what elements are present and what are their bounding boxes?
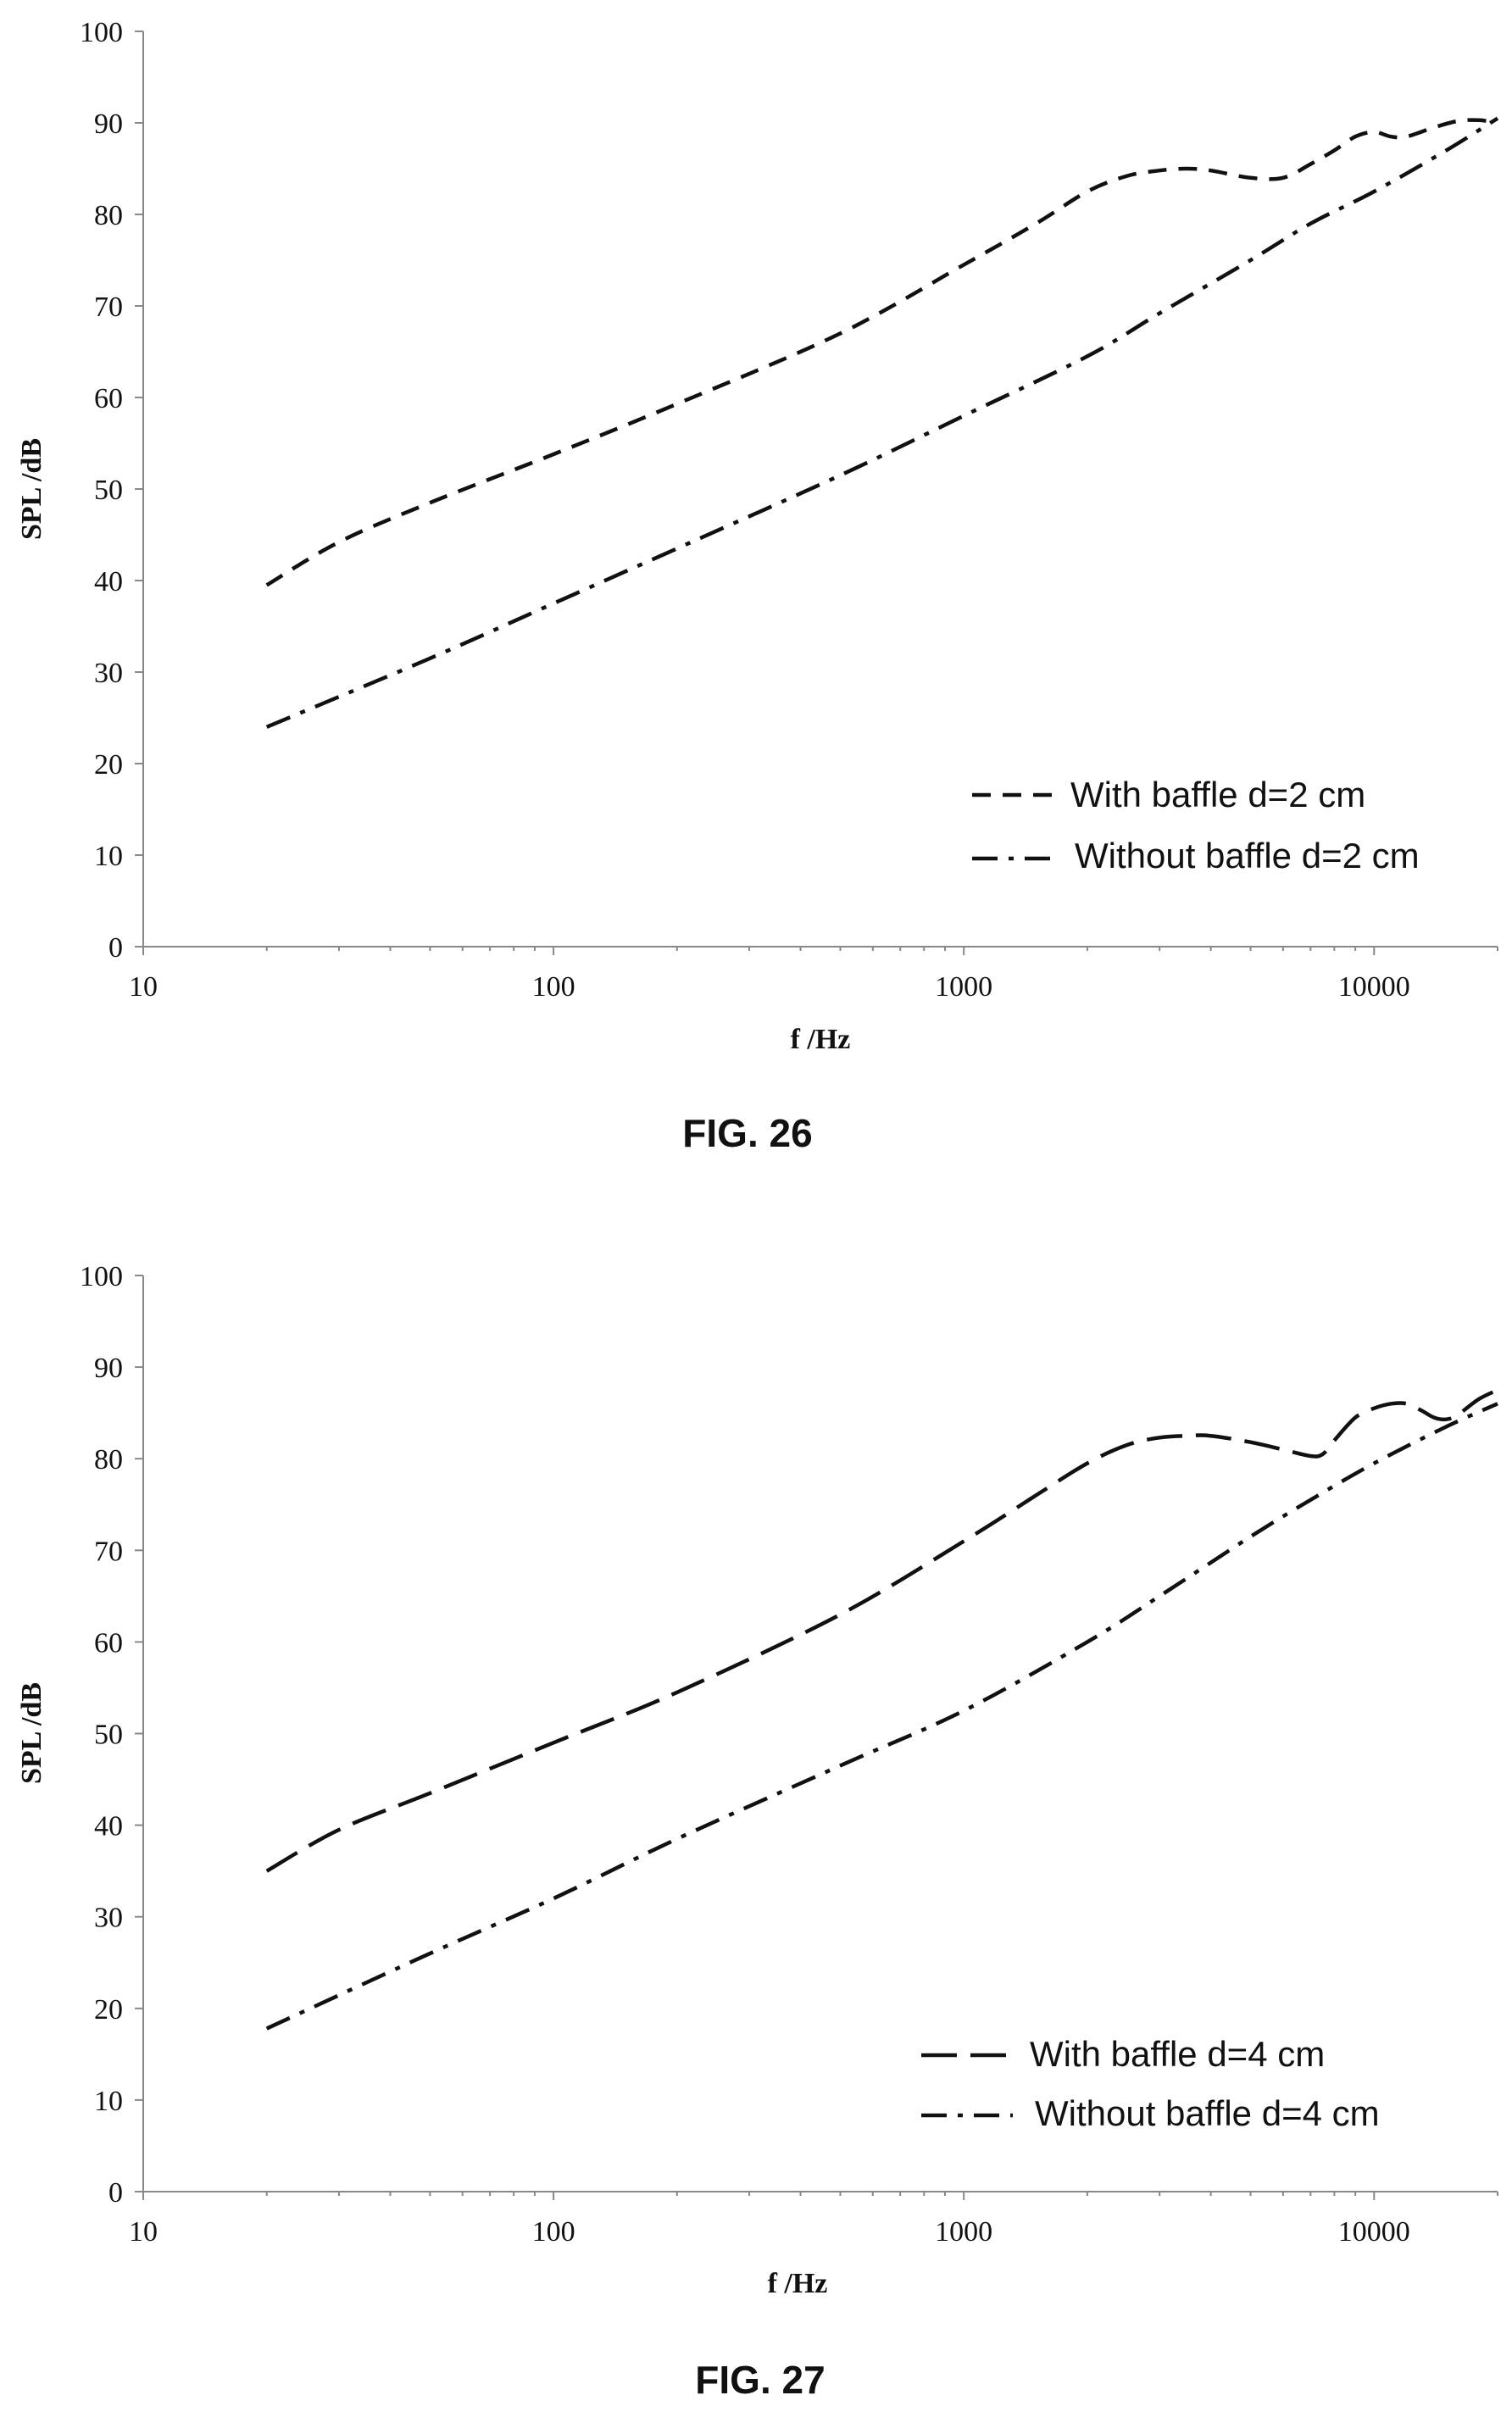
y-tick-label: 30: [94, 658, 123, 689]
x-ticks: 10 100 1000 10000: [129, 947, 1498, 1003]
series-line-0: [265, 118, 1498, 587]
series-line-0: [265, 1388, 1498, 1873]
legend-label-1: Without baffle d=4 cm: [1035, 2093, 1380, 2133]
y-tick-label: 70: [94, 1536, 123, 1567]
y-tick-label: 60: [94, 1627, 123, 1659]
x-tick-label: 10000: [1338, 2216, 1410, 2248]
x-tick-label: 100: [532, 2216, 575, 2248]
figure-caption: FIG. 27: [695, 2358, 825, 2402]
y-tick-label: 80: [94, 1444, 123, 1475]
y-tick-label: 100: [80, 1261, 123, 1292]
series-line-1: [265, 1402, 1498, 2031]
y-axis-title: SPL /dB: [16, 438, 47, 540]
legend-label-0: With baffle d=4 cm: [1030, 2034, 1325, 2074]
figure-caption: FIG. 26: [682, 1111, 812, 1155]
x-ticks: 10 100 1000 10000: [129, 2192, 1498, 2248]
y-tick-label: 10: [94, 2086, 123, 2117]
y-tick-label: 40: [94, 1811, 123, 1842]
y-tick-label: 90: [94, 1353, 123, 1384]
y-ticks: 0 10 20 30 40 50 60 70 80 90 100: [80, 1261, 143, 2209]
x-tick-label: 10: [129, 971, 158, 1003]
y-tick-label: 0: [108, 932, 123, 964]
x-tick-label: 100: [532, 971, 575, 1003]
y-tick-label: 90: [94, 108, 123, 140]
legend: With baffle d=2 cm Without baffle d=2 cm: [972, 775, 1420, 875]
y-tick-label: 70: [94, 292, 123, 323]
y-tick-label: 40: [94, 566, 123, 597]
x-axis-title: f /Hz: [768, 2268, 828, 2299]
y-tick-label: 0: [108, 2177, 123, 2209]
y-tick-label: 20: [94, 749, 123, 781]
y-tick-label: 20: [94, 1994, 123, 2026]
x-axis-title: f /Hz: [791, 1024, 851, 1055]
y-tick-label: 30: [94, 1903, 123, 1934]
y-tick-label: 60: [94, 383, 123, 414]
y-axis-title: SPL /dB: [16, 1682, 47, 1784]
y-tick-label: 50: [94, 1720, 123, 1751]
y-tick-label: 100: [80, 17, 123, 48]
series-lines: [265, 1388, 1498, 2031]
series-line-1: [265, 116, 1499, 729]
x-tick-label: 1000: [935, 2216, 992, 2248]
x-tick-label: 10: [129, 2216, 158, 2248]
legend-label-0: With baffle d=2 cm: [1070, 775, 1365, 814]
legend: With baffle d=4 cm Without baffle d=4 cm: [921, 2034, 1380, 2133]
y-tick-label: 80: [94, 200, 123, 231]
x-tick-label: 1000: [935, 971, 992, 1003]
legend-label-1: Without baffle d=2 cm: [1075, 836, 1420, 875]
x-tick-label: 10000: [1338, 971, 1410, 1003]
y-tick-label: 50: [94, 475, 123, 506]
series-lines: [265, 116, 1499, 729]
y-ticks: 0 10 20 30 40 50 60 70 80 90 100: [80, 17, 143, 964]
y-tick-label: 10: [94, 841, 123, 872]
